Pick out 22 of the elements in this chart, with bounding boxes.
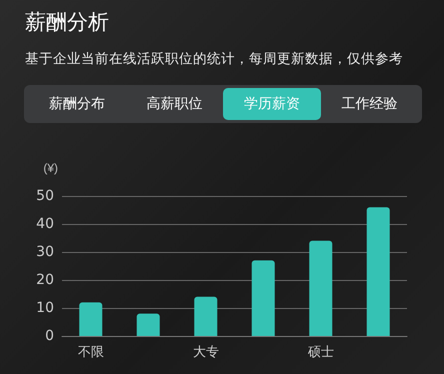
text: 工作经验 (340, 95, 398, 114)
bar (136, 314, 160, 336)
y-tick-label: 30 (36, 244, 54, 260)
y-tick-label: 20 (36, 272, 54, 288)
bar (366, 207, 390, 336)
y-tick-label: 10 (36, 300, 54, 316)
y-tick-label: 50 (36, 188, 54, 204)
y-axis-title: (¥) (43, 161, 58, 175)
x-tick-label: 大专 (192, 345, 219, 360)
chart-title: 薪酬分析 (25, 9, 109, 36)
y-tick-label: 40 (36, 216, 54, 232)
bar (79, 302, 102, 336)
bar (194, 296, 218, 336)
bar (309, 240, 332, 336)
text: 高薪职位 (145, 95, 204, 114)
chart-subtitle: 基于企业当前在线活跃职位的统计，每周更新数据，仅供参考 (25, 50, 403, 68)
text: 薪酬分布 (48, 95, 106, 114)
x-tick-label: 不限 (78, 345, 104, 360)
bar (252, 260, 275, 336)
x-tick-label: 硕士 (306, 345, 334, 360)
text: 学历薪资 (223, 88, 320, 120)
y-tick-label: 0 (45, 328, 54, 344)
